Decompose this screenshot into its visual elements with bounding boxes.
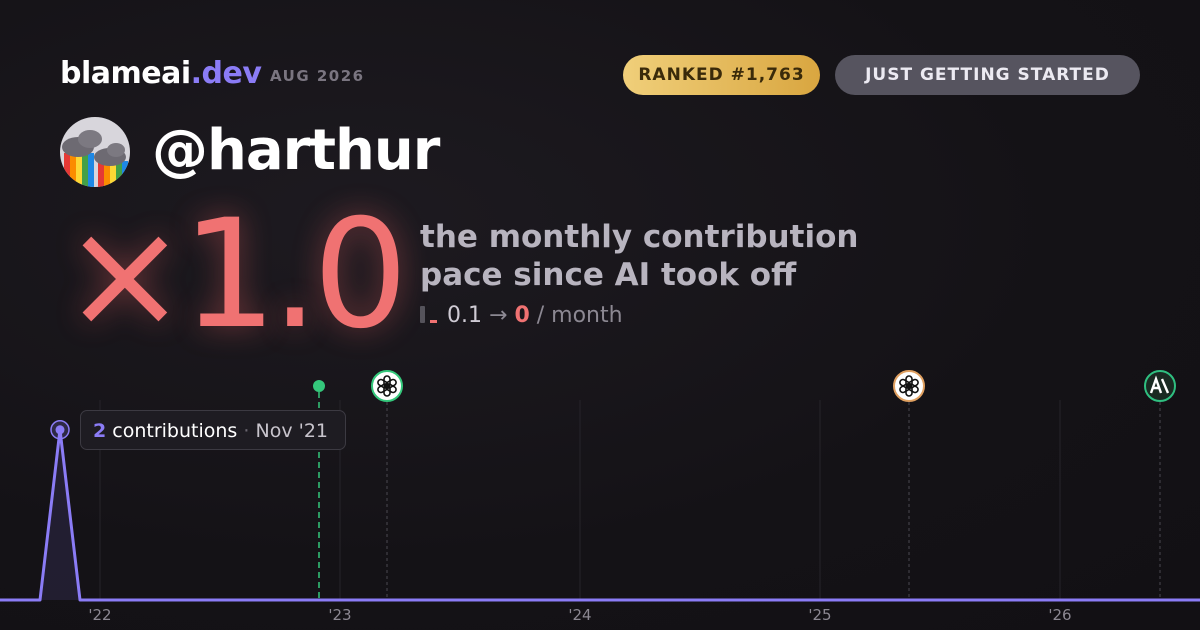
brand-tld: .dev bbox=[190, 56, 262, 91]
x-tick-label: '22 bbox=[88, 606, 111, 624]
logo-petal bbox=[377, 378, 390, 389]
x-tick-label: '24 bbox=[568, 606, 591, 624]
rate-arrow: → bbox=[489, 303, 508, 328]
rate-before: 0.1 bbox=[447, 303, 482, 328]
brand-name: blameai bbox=[60, 56, 191, 91]
tooltip: 2 contributions · Nov '21 bbox=[80, 410, 346, 450]
tooltip-separator: · bbox=[243, 420, 250, 442]
x-tick-label: '25 bbox=[808, 606, 831, 624]
rank-badge: RANKED #1,763 bbox=[623, 55, 820, 95]
rate-unit: / month bbox=[536, 303, 623, 328]
logo-petal bbox=[899, 378, 912, 389]
period: AUG 2026 bbox=[270, 67, 365, 85]
rate-icon bbox=[420, 306, 437, 323]
logo bbox=[1149, 375, 1170, 394]
status-badge: JUST GETTING STARTED bbox=[835, 55, 1140, 95]
rate: 0.1 → 0 / month bbox=[420, 303, 623, 328]
tooltip-value: 2 bbox=[93, 420, 107, 442]
event-marker bbox=[1144, 370, 1176, 600]
tooltip-label: contributions bbox=[112, 420, 238, 442]
line bbox=[0, 428, 1200, 602]
caption: pace since AI took off bbox=[420, 257, 797, 293]
point bbox=[55, 425, 65, 435]
event-icon bbox=[893, 370, 925, 402]
handle: @harthur bbox=[152, 118, 440, 183]
avatar bbox=[60, 117, 130, 187]
x-tick-label: '23 bbox=[328, 606, 351, 624]
multiplier: ×1.0 bbox=[62, 188, 408, 362]
event-dot bbox=[313, 380, 325, 392]
event-marker bbox=[371, 370, 403, 600]
rate-after: 0 bbox=[514, 303, 530, 328]
tooltip-date: Nov '21 bbox=[255, 420, 329, 442]
caption: the monthly contribution bbox=[420, 219, 859, 255]
brand[interactable]: blameai.dev bbox=[60, 56, 262, 91]
event-icon bbox=[371, 370, 403, 402]
event-icon bbox=[1144, 370, 1176, 402]
area bbox=[0, 429, 1200, 600]
event-marker bbox=[893, 370, 925, 600]
x-tick-label: '26 bbox=[1048, 606, 1071, 624]
